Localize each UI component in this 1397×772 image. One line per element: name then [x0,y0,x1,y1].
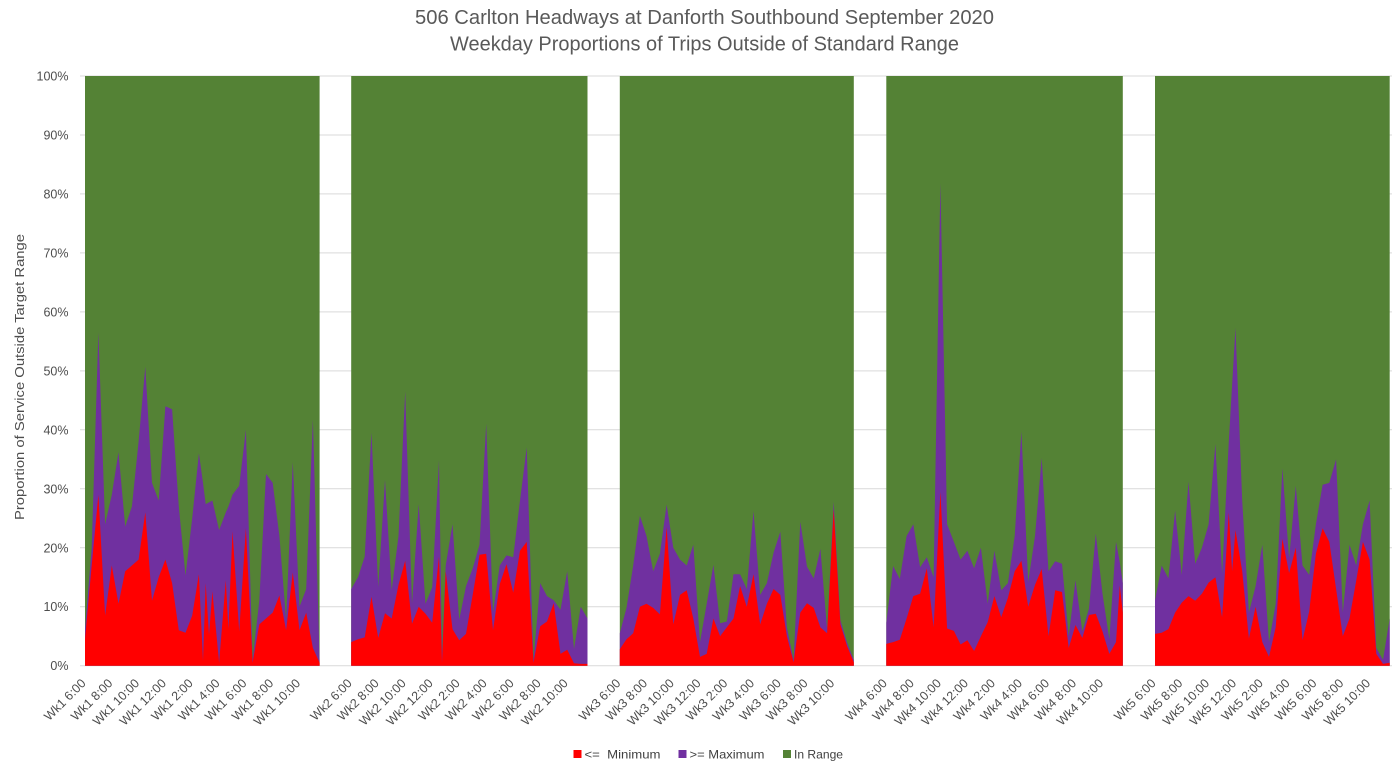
svg-text:506 Carlton Headways at Danfor: 506 Carlton Headways at Danforth Southbo… [415,6,994,29]
svg-text:90%: 90% [43,129,68,143]
svg-text:<= Minimum: <= Minimum [585,748,661,762]
svg-text:In Range: In Range [794,748,843,762]
svg-text:>= Maximum: >= Maximum [690,748,765,762]
svg-text:Weekday Proportions of Trips O: Weekday Proportions of Trips Outside of … [450,33,959,56]
svg-text:60%: 60% [43,305,68,319]
svg-text:100%: 100% [37,70,69,84]
svg-text:40%: 40% [43,423,68,437]
svg-text:10%: 10% [43,600,68,614]
svg-text:70%: 70% [43,246,68,260]
svg-text:0%: 0% [50,659,68,673]
svg-text:Proportion of Service Outside: Proportion of Service Outside Target Ran… [12,234,27,520]
svg-text:20%: 20% [43,541,68,555]
svg-text:80%: 80% [43,187,68,201]
svg-text:50%: 50% [43,364,68,378]
svg-text:30%: 30% [43,482,68,496]
